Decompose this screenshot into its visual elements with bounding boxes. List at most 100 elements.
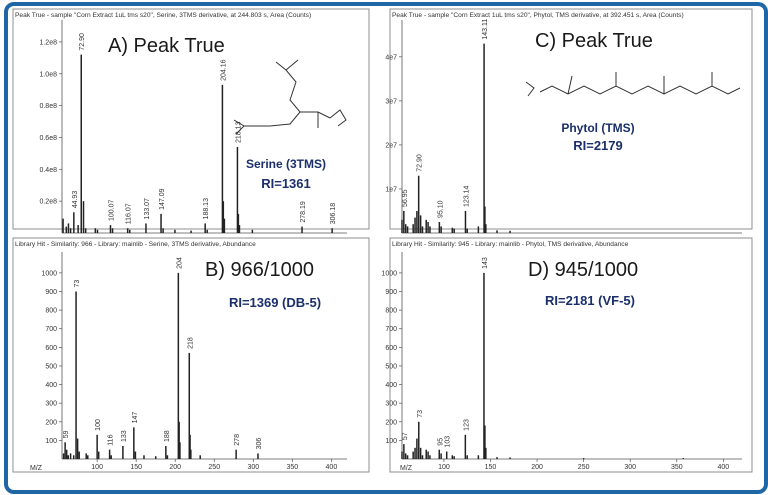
x-tick-label: 250	[578, 464, 590, 471]
phytol-structure-drawing	[525, 72, 741, 97]
panel-border	[389, 237, 753, 473]
peak-label: 56.95	[402, 189, 409, 207]
peak-label: 57	[402, 432, 409, 440]
panel-header: Peak True - sample "Corn Extract 1uL tms…	[392, 12, 684, 19]
y-tick-label: 500	[385, 363, 397, 370]
y-tick-label: 700	[385, 326, 397, 333]
peak-label: 123.14	[463, 185, 470, 207]
peak-label: 123	[463, 419, 470, 431]
x-tick-label: 300	[247, 464, 259, 471]
panel-border	[389, 8, 753, 230]
panel-overlay-title: C) Peak True	[535, 30, 653, 52]
compound-name: Phytol (TMS)	[561, 121, 634, 135]
peak-label: 278	[234, 434, 241, 446]
x-tick-label: 150	[130, 464, 142, 471]
y-tick-label: 500	[45, 363, 57, 370]
x-tick-label: 350	[286, 464, 298, 471]
y-tick-label: 1.2e8	[39, 39, 57, 46]
peak-label: 188	[164, 430, 171, 442]
peak-label: 147.09	[159, 188, 166, 210]
peak-label: 143	[482, 257, 489, 269]
y-tick-label: 400	[385, 382, 397, 389]
panel-header: Peak True - sample "Corn Extract 1uL tms…	[15, 12, 311, 19]
peak-label: 72.90	[417, 154, 424, 172]
y-tick-label: 600	[45, 345, 57, 352]
retention-index: RI=1361	[261, 176, 311, 191]
y-tick-label: 200	[385, 419, 397, 426]
peak-label: 278.19	[300, 201, 307, 223]
y-tick-label: 100	[45, 438, 57, 445]
y-tick-label: 0.8e8	[39, 103, 57, 110]
x-axis-label: M/Z	[30, 465, 43, 472]
peak-label: 103	[445, 436, 452, 448]
y-tick-label: 1000	[381, 270, 397, 277]
y-tick-label: 400	[45, 382, 57, 389]
panel-header: Library Hit - Similarity: 966 - Library:…	[15, 241, 256, 248]
y-tick-label: 0.4e8	[39, 167, 57, 174]
peak-label: 100	[95, 419, 102, 431]
peak-label: 204.16	[220, 59, 227, 81]
spectrum-panel-3: Peak True - sample "Corn Extract 1uL tms…	[385, 8, 753, 234]
y-tick-label: 0.2e8	[39, 199, 57, 206]
x-tick-label: 400	[326, 464, 338, 471]
peak-label: 204	[176, 257, 183, 269]
peak-label: 73	[417, 410, 424, 418]
peak-label: 116.07	[126, 203, 133, 224]
x-tick-label: 300	[624, 464, 636, 471]
x-tick-label: 250	[208, 464, 220, 471]
panel-header: Library Hit - Similarity: 945 - Library:…	[392, 241, 629, 248]
x-tick-label: 100	[438, 464, 450, 471]
peak-label: 218.13	[235, 121, 242, 143]
peak-label: 133.07	[144, 198, 151, 220]
x-axis-label: M/Z	[400, 465, 413, 472]
retention-index: RI=2179	[573, 138, 623, 153]
y-tick-label: 1.0e8	[39, 71, 57, 78]
y-tick-label: 700	[45, 326, 57, 333]
serine-structure-drawing	[233, 59, 347, 135]
peak-label: 100.07	[108, 200, 115, 222]
panel-border	[12, 237, 370, 473]
x-tick-label: 400	[718, 464, 730, 471]
peak-label: 188.13	[203, 198, 210, 220]
y-tick-label: 300	[385, 401, 397, 408]
panel-overlay-title: D) 945/1000	[528, 259, 638, 281]
panel-overlay-title: B) 966/1000	[205, 259, 314, 281]
peak-label: 133	[121, 430, 128, 442]
x-tick-label: 150	[485, 464, 497, 471]
peak-label: 143.11	[482, 19, 489, 40]
spectrum-panel-1: Peak True - sample "Corn Extract 1uL tms…	[12, 8, 370, 234]
x-tick-label: 350	[671, 464, 683, 471]
peak-label: 95.10	[437, 200, 444, 218]
y-tick-label: 900	[45, 289, 57, 296]
x-tick-label: 100	[91, 464, 103, 471]
peak-label: 44.93	[72, 191, 79, 209]
peak-label: 73	[74, 280, 81, 288]
peak-label: 218	[187, 337, 194, 349]
panel-border	[12, 8, 370, 230]
compound-name: Serine (3TMS)	[246, 157, 326, 171]
peak-label: 306	[256, 438, 263, 450]
y-tick-label: 600	[385, 345, 397, 352]
peak-label: 147	[132, 412, 139, 424]
retention-index: RI=2181 (VF-5)	[545, 293, 635, 308]
peak-label: 59	[63, 430, 70, 438]
y-tick-label: 3e7	[385, 98, 397, 105]
peak-label: 72.90	[79, 33, 86, 51]
y-tick-label: 900	[385, 289, 397, 296]
peak-label: 116	[108, 434, 115, 445]
spectrum-panel-2: Library Hit - Similarity: 966 - Library:…	[12, 237, 370, 473]
y-tick-label: 4e7	[385, 54, 397, 61]
y-tick-label: 2e7	[385, 142, 397, 149]
x-tick-label: 200	[531, 464, 543, 471]
y-tick-label: 1e7	[385, 186, 397, 193]
y-tick-label: 300	[45, 401, 57, 408]
peak-label: 306.18	[330, 203, 337, 225]
y-tick-label: 0.6e8	[39, 135, 57, 142]
peak-label: 95	[437, 438, 444, 446]
spectrum-panel-4: Library Hit - Similarity: 945 - Library:…	[381, 237, 753, 473]
y-tick-label: 200	[45, 419, 57, 426]
retention-index: RI=1369 (DB-5)	[229, 295, 321, 310]
y-tick-label: 800	[45, 308, 57, 315]
y-tick-label: 100	[385, 438, 397, 445]
